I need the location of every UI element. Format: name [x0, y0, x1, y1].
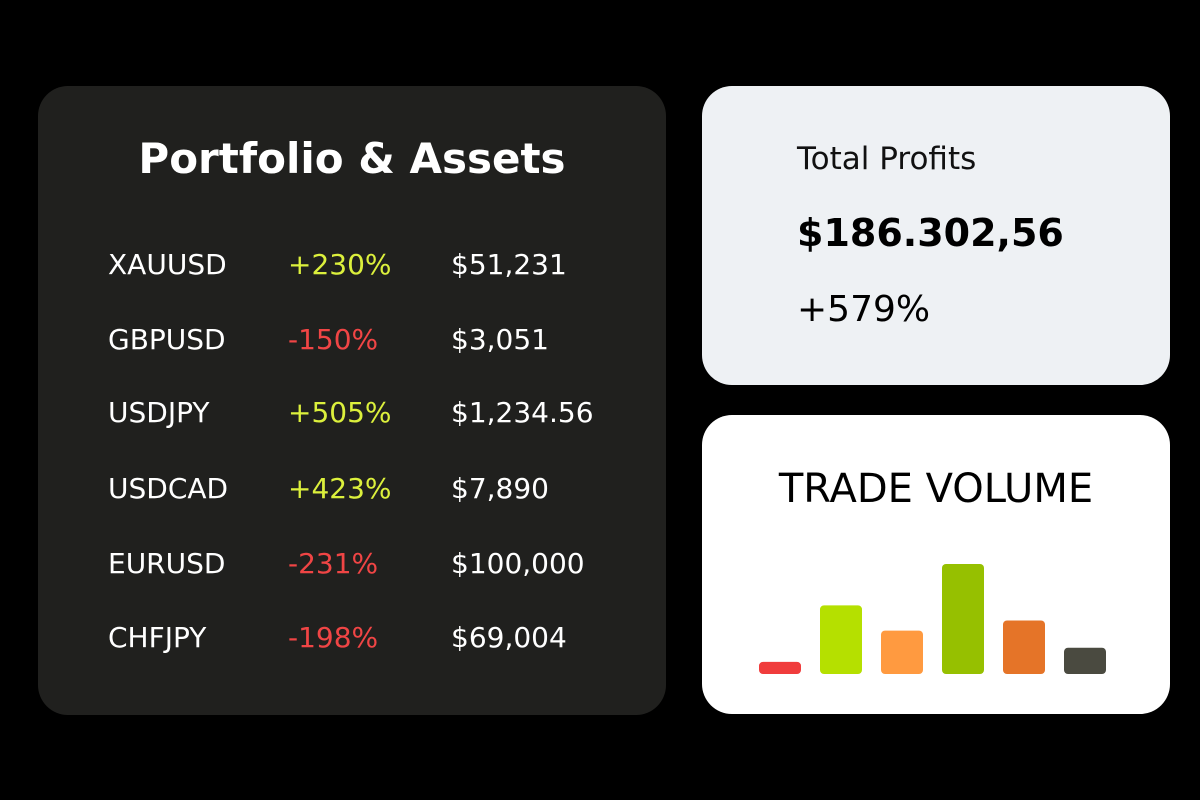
- asset-symbol: GBPUSD: [108, 323, 226, 356]
- bar: [820, 605, 862, 674]
- bar: [881, 630, 923, 674]
- asset-value: $3,051: [451, 323, 549, 356]
- profits-label: Total Profits: [797, 141, 977, 177]
- bar: [759, 661, 801, 674]
- asset-symbol: USDJPY: [108, 396, 210, 429]
- portfolio-title: Portfolio & Assets: [138, 134, 566, 183]
- asset-value: $7,890: [451, 472, 549, 505]
- profits-amount: $186.302,56: [797, 211, 1064, 255]
- asset-value: $1,234.56: [451, 396, 594, 429]
- profits-change: +579%: [797, 289, 931, 330]
- asset-change: +423%: [288, 472, 392, 505]
- volume-chart: [759, 564, 1106, 674]
- asset-symbol: EURUSD: [108, 547, 226, 580]
- bar: [1064, 647, 1106, 674]
- asset-value: $69,004: [451, 621, 567, 654]
- asset-change: -150%: [288, 323, 379, 356]
- asset-value: $100,000: [451, 547, 585, 580]
- volume-title: TRADE VOLUME: [778, 466, 1094, 512]
- bar: [942, 564, 984, 674]
- asset-change: -231%: [288, 547, 379, 580]
- asset-change: +230%: [288, 248, 392, 281]
- asset-value: $51,231: [451, 248, 567, 281]
- asset-change: +505%: [288, 396, 392, 429]
- asset-change: -198%: [288, 621, 379, 654]
- asset-symbol: XAUUSD: [108, 248, 227, 281]
- bar: [1003, 620, 1045, 674]
- asset-symbol: USDCAD: [108, 472, 229, 505]
- asset-symbol: CHFJPY: [108, 621, 207, 654]
- volume-card: TRADE VOLUME: [702, 415, 1170, 714]
- profits-card: Total Profits $186.302,56 +579%: [702, 86, 1170, 385]
- portfolio-card: Portfolio & Assets XAUUSD +230% $51,231 GBP…: [38, 86, 666, 715]
